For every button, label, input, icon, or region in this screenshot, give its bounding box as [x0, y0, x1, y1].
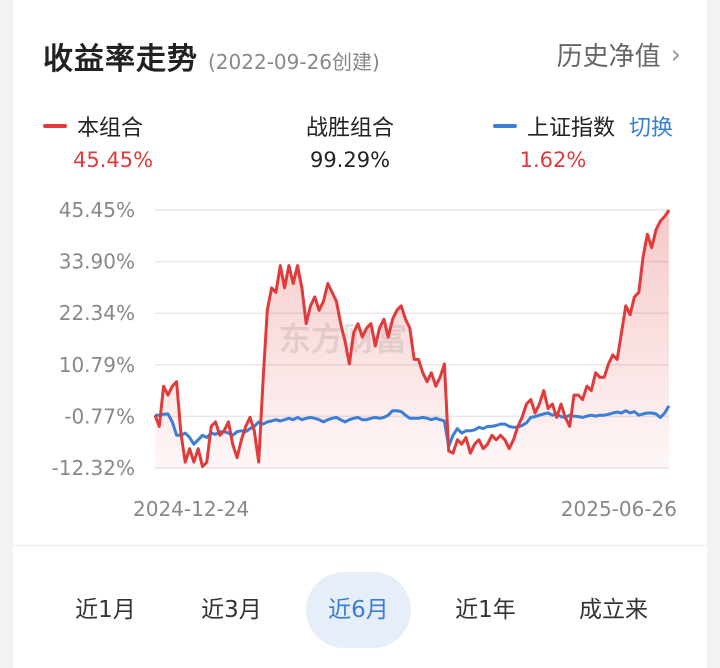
portfolio-swatch — [43, 124, 67, 128]
history-nav-link[interactable]: 历史净值 › — [557, 36, 681, 73]
y-tick-label: 33.90% — [59, 250, 135, 274]
index-value: 1.62% — [519, 148, 587, 172]
index-label: 上证指数 — [526, 116, 615, 141]
legend-beat: 战胜组合 99.29% — [275, 110, 425, 172]
range-6m-button[interactable]: 近6月 — [306, 572, 411, 648]
range-1y-button[interactable]: 近1年 — [455, 597, 516, 623]
beat-label: 战胜组合 — [305, 116, 394, 141]
returns-chart: 东方财富 45.45%33.90%22.34%10.79%-0.77%-12.3… — [13, 190, 707, 530]
switch-index-link[interactable]: 切换 — [629, 116, 674, 141]
chart-svg: 东方财富 45.45%33.90%22.34%10.79%-0.77%-12.3… — [52, 198, 677, 521]
range-selector: 近1月 近3月 近6月 近1年 成立来 — [13, 572, 707, 648]
history-nav-label: 历史净值 — [556, 42, 661, 72]
card-header: 收益率走势 (2022-09-26创建) — [43, 34, 380, 78]
index-swatch — [492, 124, 517, 128]
y-tick-label: 45.45% — [59, 198, 135, 222]
range-3m-button[interactable]: 近3月 — [201, 597, 262, 623]
y-tick-label: 22.34% — [59, 301, 135, 325]
beat-value: 99.29% — [309, 148, 391, 172]
divider — [13, 545, 707, 546]
chevron-right-icon: › — [670, 39, 681, 70]
x-start-label: 2024-12-24 — [133, 497, 249, 521]
portfolio-series-line — [153, 209, 671, 469]
y-tick-label: -12.32% — [52, 456, 135, 480]
created-date: (2022-09-26创建) — [208, 50, 380, 74]
range-1m-button[interactable]: 近1月 — [75, 597, 136, 623]
y-tick-label: -0.77% — [64, 404, 135, 428]
range-since-inception-button[interactable]: 成立来 — [579, 597, 648, 623]
portfolio-value: 45.45% — [73, 148, 154, 172]
index-series-line — [155, 404, 671, 448]
portfolio-label: 本组合 — [77, 116, 144, 141]
legend-portfolio: 本组合 45.45% — [43, 110, 173, 172]
returns-card: 收益率走势 (2022-09-26创建) 历史净值 › 本组合 45.45% 战… — [13, 0, 707, 668]
legend-index: 上证指数 切换 1.62% — [483, 110, 683, 172]
x-end-label: 2025-06-26 — [561, 497, 677, 521]
y-tick-label: 10.79% — [59, 353, 135, 377]
card-title: 收益率走势 — [43, 42, 198, 77]
